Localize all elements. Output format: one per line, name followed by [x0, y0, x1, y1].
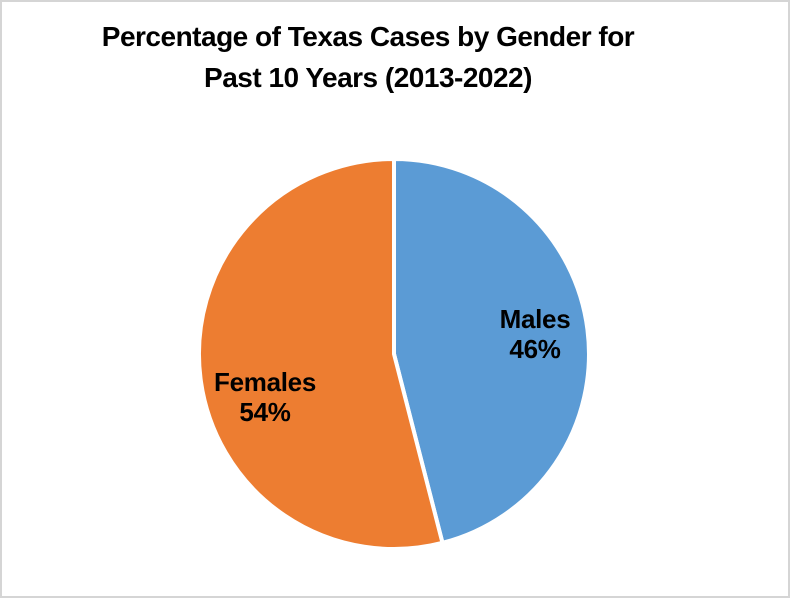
slice-label-males: Males 46% — [455, 304, 615, 364]
slice-label-males-percent: 46% — [509, 334, 561, 364]
slice-label-males-name: Males — [499, 304, 571, 334]
slice-label-females-percent: 54% — [239, 397, 291, 427]
chart-title-line-2: Past 10 Years (2013-2022) — [204, 62, 532, 93]
pie-slice-males — [392, 157, 591, 545]
slice-label-females-name: Females — [214, 367, 316, 397]
chart-title-line-1: Percentage of Texas Cases by Gender for — [101, 21, 635, 52]
pie-slice-females — [197, 157, 445, 551]
slice-label-females: Females 54% — [185, 367, 345, 427]
chart-title: Percentage of Texas Cases by Gender for … — [2, 16, 734, 98]
